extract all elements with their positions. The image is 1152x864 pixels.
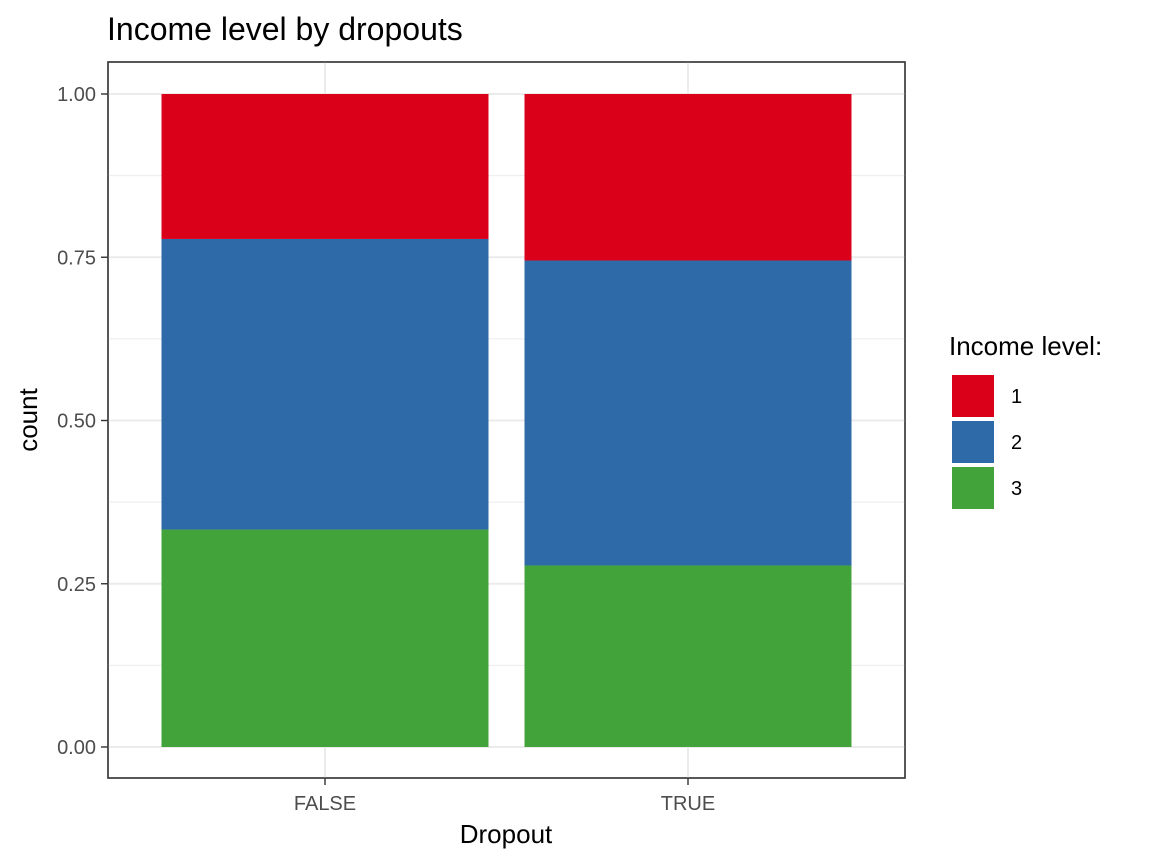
x-axis-title: Dropout bbox=[460, 819, 553, 849]
x-tick-label: FALSE bbox=[294, 793, 356, 815]
bar-segment-true-level-3 bbox=[524, 565, 852, 747]
legend-label-1: 1 bbox=[1011, 386, 1022, 408]
bar-segment-true-level-2 bbox=[524, 260, 852, 566]
legend: 1 2 3 bbox=[952, 375, 1022, 509]
y-tick-label: 1.00 bbox=[57, 84, 96, 106]
y-tick-label: 0.75 bbox=[57, 247, 96, 269]
y-axis: 0.00 0.25 0.50 0.75 1.00 bbox=[57, 84, 108, 759]
y-tick-label: 0.25 bbox=[57, 574, 96, 596]
bars-group bbox=[161, 94, 852, 747]
x-tick-label: TRUE bbox=[661, 793, 715, 815]
y-tick-label: 0.50 bbox=[57, 411, 96, 433]
bar-segment-false-level-2 bbox=[161, 238, 489, 530]
x-axis: FALSE TRUE bbox=[294, 778, 715, 815]
bar-segment-false-level-1 bbox=[161, 94, 489, 239]
legend-swatch-2 bbox=[952, 421, 994, 463]
legend-swatch-1 bbox=[952, 375, 994, 417]
legend-label-3: 3 bbox=[1011, 478, 1022, 500]
y-tick-label: 0.00 bbox=[57, 737, 96, 759]
bar-segment-false-level-3 bbox=[161, 529, 489, 747]
legend-label-2: 2 bbox=[1011, 432, 1022, 454]
bar-segment-true-level-1 bbox=[524, 94, 852, 261]
y-axis-title: count bbox=[13, 387, 43, 451]
legend-swatch-3 bbox=[952, 467, 994, 509]
legend-title: Income level: bbox=[949, 331, 1102, 361]
chart-title: Income level by dropouts bbox=[107, 11, 463, 47]
